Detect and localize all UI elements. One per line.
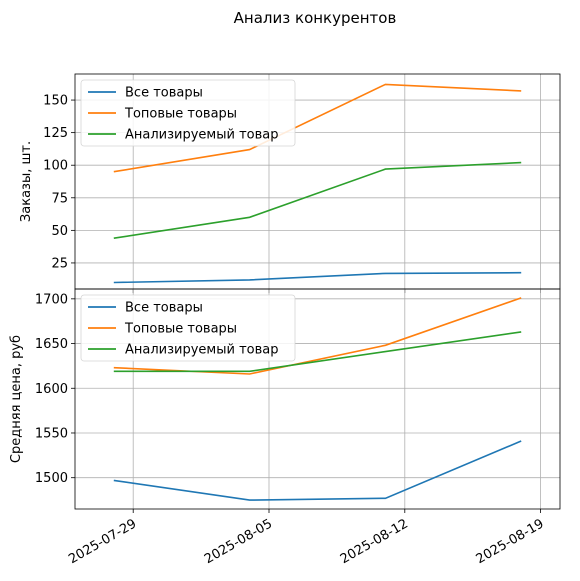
- y-tick-label: 75: [51, 191, 68, 206]
- y-tick-label: 150: [43, 94, 68, 109]
- shared-x-axis: 2025-07-29 2025-08-05 2025-08-12 2025-08-19: [66, 516, 546, 567]
- y-tick-label: 1700: [35, 292, 68, 307]
- legend-label: Топовые товары: [124, 107, 237, 122]
- x-tick-label: 2025-08-19: [474, 516, 547, 567]
- series-line: [113, 161, 522, 239]
- y-tick-label: 1500: [35, 471, 68, 486]
- y-axis-label: Средняя цена, руб: [9, 335, 24, 463]
- legend-label: Анализируемый товар: [125, 343, 278, 358]
- price-panel: 1500 1550 1600 1650 1700 Средняя цена, руб Все…: [9, 288, 561, 513]
- y-axis-label: Заказы, шт.: [19, 141, 34, 222]
- x-tick-label: 2025-07-29: [66, 516, 139, 567]
- y-tick-label: 25: [51, 256, 68, 271]
- x-tick-label: 2025-08-05: [202, 516, 275, 567]
- plot-frame: [74, 288, 561, 510]
- y-tick-label: 125: [43, 126, 68, 141]
- y-tick-label: 1600: [35, 382, 68, 397]
- series-line: [113, 83, 522, 173]
- legend: Все товары Топовые товары Анализируемый то…: [80, 79, 296, 147]
- series-line: [113, 271, 522, 284]
- legend-label: Все товары: [125, 86, 203, 101]
- series-line: [113, 440, 522, 501]
- y-tick-label: 1550: [35, 426, 68, 441]
- orders-panel: 25 50 75 100 125 150 Заказы, шт. Все товары Топо…: [19, 73, 561, 293]
- legend: Все товары Топовые товары Анализируемый то…: [80, 294, 296, 362]
- legend-frame: [80, 294, 296, 362]
- y-tick-label: 1650: [35, 337, 68, 352]
- figure-title: Анализ конкурентов: [234, 9, 397, 27]
- series-line: [113, 331, 522, 373]
- y-tick-label: 100: [43, 159, 68, 174]
- legend-label: Топовые товары: [124, 322, 237, 337]
- legend-label: Все товары: [125, 301, 203, 316]
- legend-frame: [80, 79, 296, 147]
- legend-label: Анализируемый товар: [125, 128, 278, 143]
- x-tick-label: 2025-08-12: [338, 516, 411, 567]
- y-tick-label: 50: [51, 224, 68, 239]
